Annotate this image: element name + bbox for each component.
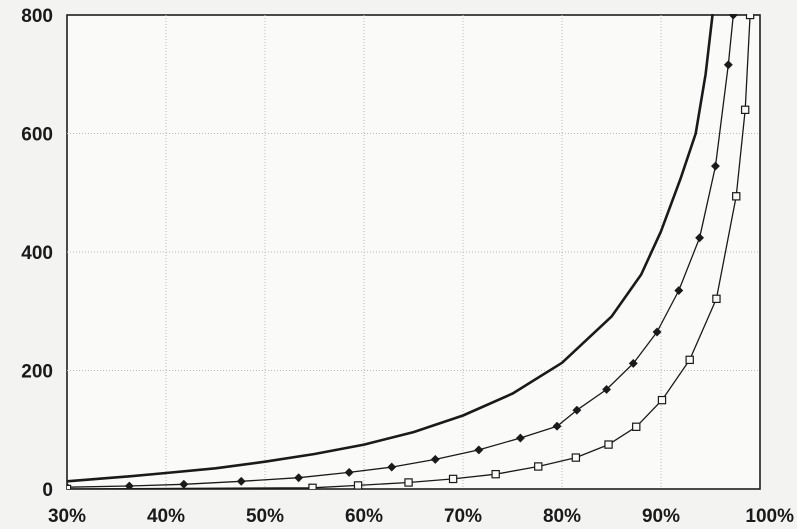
data-point-diamond <box>674 285 684 296</box>
data-point-square <box>657 395 667 405</box>
series-1 <box>67 14 714 483</box>
series-line <box>67 14 734 488</box>
y-tick-label: 600 <box>21 125 53 146</box>
data-point-diamond <box>236 476 246 486</box>
data-point-diamond <box>515 433 525 443</box>
x-tick-label: 100% <box>745 506 794 527</box>
data-point-diamond <box>710 161 721 171</box>
data-point-square <box>732 192 741 201</box>
y-tick-label: 800 <box>21 6 53 27</box>
x-tick-label: 40% <box>147 506 185 527</box>
data-point-diamond <box>474 445 484 455</box>
series-layer <box>67 14 755 489</box>
data-point-square <box>571 453 581 462</box>
data-point-diamond <box>723 60 733 70</box>
y-tick-label: 200 <box>21 362 53 383</box>
data-point-square <box>685 355 694 365</box>
data-point-square <box>353 481 363 489</box>
x-tick-label: 50% <box>246 506 284 527</box>
data-point-diamond <box>572 405 582 415</box>
data-point-diamond <box>695 233 705 243</box>
grid <box>67 15 760 489</box>
data-point-square <box>308 483 317 489</box>
data-point-square <box>740 105 750 114</box>
data-point-square <box>67 484 72 489</box>
data-point-square <box>448 474 458 484</box>
data-point-square <box>712 294 721 304</box>
data-point-diamond <box>387 462 397 472</box>
data-point-diamond <box>652 327 662 337</box>
x-tick-label: 30% <box>48 506 86 527</box>
data-point-square <box>534 462 543 471</box>
y-tick-label: 0 <box>42 480 53 501</box>
data-point-square <box>632 422 641 431</box>
plot-area <box>66 14 761 490</box>
data-point-diamond <box>601 384 612 395</box>
data-point-diamond <box>124 481 134 489</box>
y-tick-label: 400 <box>21 243 53 264</box>
data-point-diamond <box>344 467 354 477</box>
data-point-square <box>404 478 413 487</box>
data-point-square <box>745 14 755 20</box>
data-point-square <box>491 469 500 479</box>
x-axis: 30% 40% 50% 60% 70% 80% 90% 100% <box>48 506 794 527</box>
series-2 <box>67 14 738 489</box>
series-line <box>67 14 751 489</box>
data-point-diamond <box>552 421 562 431</box>
x-tick-label: 70% <box>444 506 482 527</box>
data-point-diamond <box>728 14 738 20</box>
x-tick-label: 90% <box>642 506 680 527</box>
data-point-diamond <box>628 358 638 368</box>
data-point-square <box>604 440 613 449</box>
data-point-diamond <box>430 454 440 464</box>
series-line <box>67 14 714 483</box>
x-tick-label: 80% <box>543 506 581 527</box>
data-point-diamond <box>294 473 304 483</box>
series-3 <box>67 14 755 489</box>
y-axis: 0 200 400 600 800 <box>21 6 53 501</box>
x-tick-label: 60% <box>345 506 383 527</box>
